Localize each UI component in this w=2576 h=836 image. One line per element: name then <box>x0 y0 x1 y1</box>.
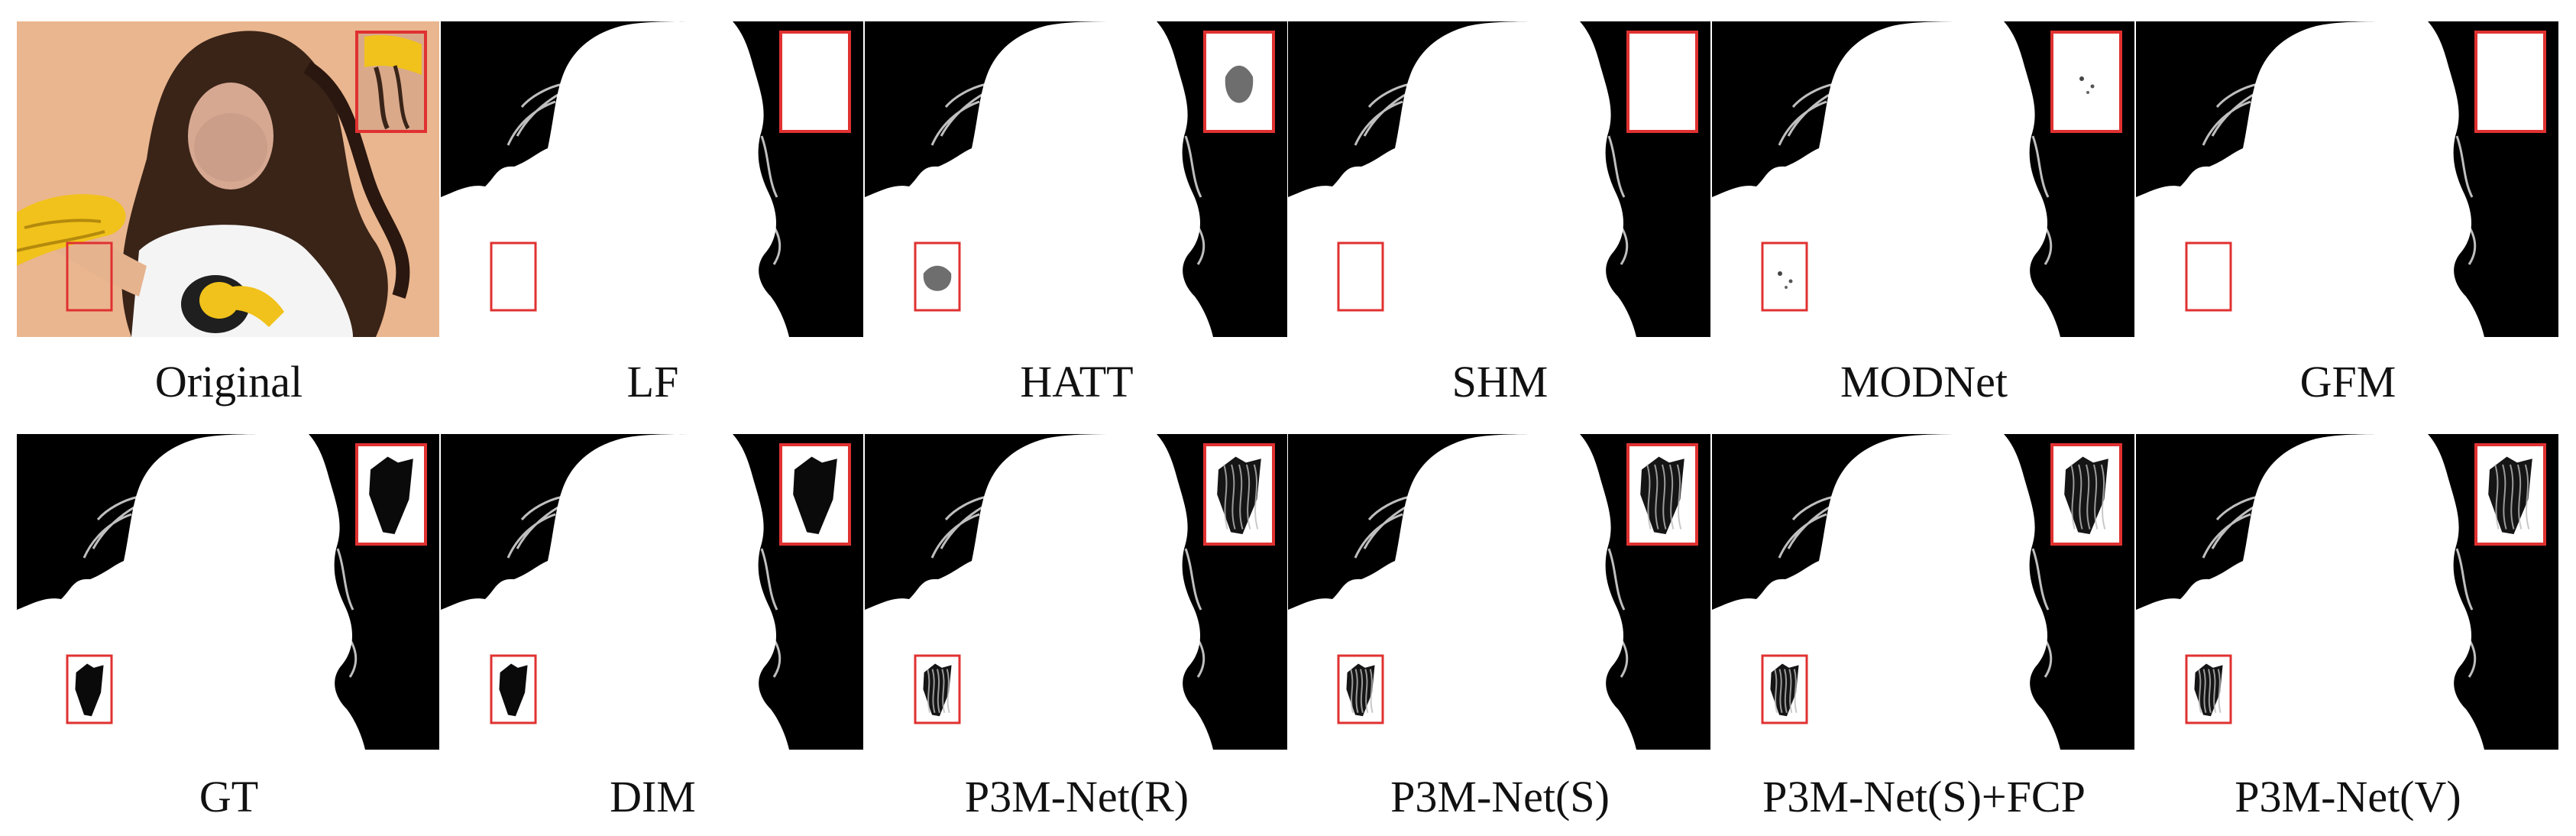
panel-caption: LF <box>626 357 679 407</box>
zoom-inset-small <box>1337 241 1384 312</box>
alpha-matte-panel <box>1288 21 1710 337</box>
zoom-inset-large <box>355 31 427 133</box>
zoom-inset-small <box>1337 654 1384 724</box>
matte-svg <box>1288 434 1710 750</box>
zoom-inset-small <box>1761 654 1808 724</box>
zoom-inset-large <box>1203 31 1275 133</box>
zoom-inset-large <box>779 443 851 546</box>
zoom-inset-small <box>66 241 113 312</box>
zoom-inset-large <box>2474 443 2546 546</box>
alpha-matte-panel <box>441 434 863 750</box>
matte-svg <box>17 434 439 750</box>
panel-caption: SHM <box>1451 357 1549 407</box>
zoom-inset-small <box>914 654 961 724</box>
zoom-inset-large <box>1626 443 1698 546</box>
matte-svg <box>1712 434 2134 750</box>
matte-svg <box>441 21 863 337</box>
matte-svg <box>865 21 1287 337</box>
zoom-inset-small <box>490 654 537 724</box>
matte-svg <box>441 434 863 750</box>
original-photo-panel <box>17 21 439 337</box>
zoom-inset-large <box>1626 31 1698 133</box>
panel-caption: Original <box>154 357 303 407</box>
matte-svg <box>1288 21 1710 337</box>
alpha-matte-panel <box>441 21 863 337</box>
zoom-inset-small <box>1761 241 1808 312</box>
matte-svg <box>1712 21 2134 337</box>
alpha-matte-panel <box>2136 21 2558 337</box>
alpha-matte-panel <box>1712 434 2134 750</box>
zoom-inset-small <box>490 241 537 312</box>
alpha-matte-panel <box>17 434 439 750</box>
zoom-inset-large <box>355 443 427 546</box>
panel-caption: MODNet <box>1840 357 2008 407</box>
panel-caption: P3M-Net(S) <box>1390 772 1610 821</box>
panel-caption: GFM <box>2299 357 2396 407</box>
alpha-matte-panel <box>1712 21 2134 337</box>
alpha-matte-panel <box>865 434 1287 750</box>
photo-svg <box>17 21 439 337</box>
panel-caption: GT <box>199 772 259 821</box>
matte-svg <box>865 434 1287 750</box>
matte-svg <box>2136 21 2558 337</box>
alpha-matte-panel <box>1288 434 1710 750</box>
alpha-matte-panel <box>2136 434 2558 750</box>
zoom-inset-large <box>779 31 851 133</box>
zoom-inset-small <box>2185 654 2232 724</box>
zoom-inset-large <box>2474 31 2546 133</box>
zoom-inset-large <box>1203 443 1275 546</box>
zoom-inset-small <box>66 654 113 724</box>
panel-caption: P3M-Net(V) <box>2235 772 2461 821</box>
alpha-matte-panel <box>865 21 1287 337</box>
panel-caption: HATT <box>1020 357 1134 407</box>
zoom-inset-small <box>2185 241 2232 312</box>
panel-caption: P3M-Net(R) <box>964 772 1189 821</box>
zoom-inset-large <box>2050 31 2122 133</box>
panel-caption: DIM <box>610 772 696 821</box>
panel-caption: P3M-Net(S)+FCP <box>1762 772 2086 821</box>
zoom-inset-small <box>914 241 961 312</box>
matte-svg <box>2136 434 2558 750</box>
zoom-inset-large <box>2050 443 2122 546</box>
